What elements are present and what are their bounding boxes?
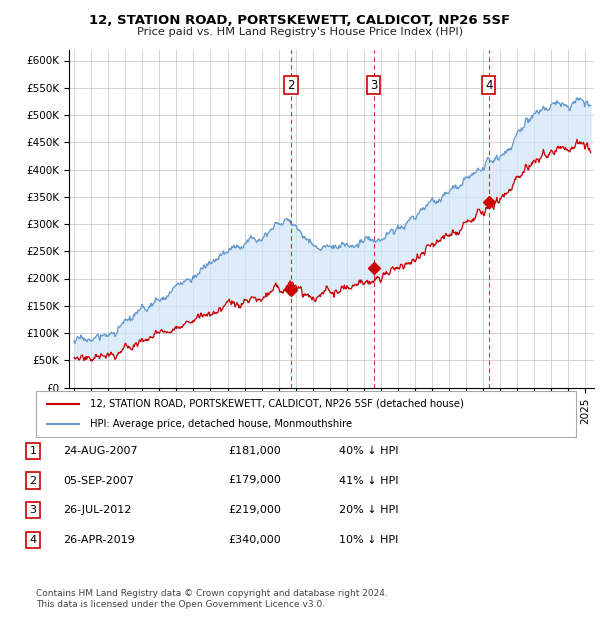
Text: 10% ↓ HPI: 10% ↓ HPI xyxy=(339,535,398,545)
Text: HPI: Average price, detached house, Monmouthshire: HPI: Average price, detached house, Monm… xyxy=(90,419,352,429)
Text: 1: 1 xyxy=(29,446,37,456)
Text: £179,000: £179,000 xyxy=(228,476,281,485)
Text: 4: 4 xyxy=(29,535,37,545)
Text: 41% ↓ HPI: 41% ↓ HPI xyxy=(339,476,398,485)
Text: 3: 3 xyxy=(29,505,37,515)
Text: Price paid vs. HM Land Registry's House Price Index (HPI): Price paid vs. HM Land Registry's House … xyxy=(137,27,463,37)
Text: £340,000: £340,000 xyxy=(228,535,281,545)
Text: 2: 2 xyxy=(29,476,37,485)
Text: 12, STATION ROAD, PORTSKEWETT, CALDICOT, NP26 5SF (detached house): 12, STATION ROAD, PORTSKEWETT, CALDICOT,… xyxy=(90,399,464,409)
FancyBboxPatch shape xyxy=(36,391,576,437)
Text: Contains HM Land Registry data © Crown copyright and database right 2024.
This d: Contains HM Land Registry data © Crown c… xyxy=(36,590,388,609)
Text: 26-JUL-2012: 26-JUL-2012 xyxy=(63,505,131,515)
Text: 12, STATION ROAD, PORTSKEWETT, CALDICOT, NP26 5SF: 12, STATION ROAD, PORTSKEWETT, CALDICOT,… xyxy=(89,14,511,27)
Text: 24-AUG-2007: 24-AUG-2007 xyxy=(63,446,137,456)
Text: 3: 3 xyxy=(370,79,377,92)
Text: 4: 4 xyxy=(485,79,493,92)
Text: £219,000: £219,000 xyxy=(228,505,281,515)
Text: £181,000: £181,000 xyxy=(228,446,281,456)
Text: 05-SEP-2007: 05-SEP-2007 xyxy=(63,476,134,485)
Text: 40% ↓ HPI: 40% ↓ HPI xyxy=(339,446,398,456)
Text: 20% ↓ HPI: 20% ↓ HPI xyxy=(339,505,398,515)
Text: 26-APR-2019: 26-APR-2019 xyxy=(63,535,135,545)
Text: 2: 2 xyxy=(287,79,295,92)
